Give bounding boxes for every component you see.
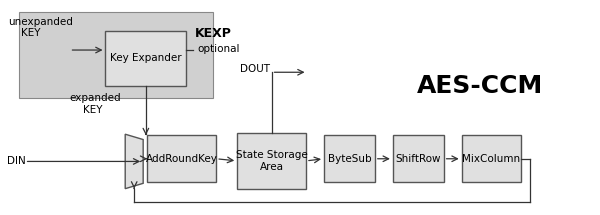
- Polygon shape: [125, 134, 143, 189]
- Text: unexpanded
    KEY: unexpanded KEY: [8, 17, 73, 38]
- FancyBboxPatch shape: [106, 31, 186, 86]
- Text: DIN: DIN: [7, 156, 25, 166]
- FancyBboxPatch shape: [324, 135, 375, 182]
- FancyBboxPatch shape: [461, 135, 521, 182]
- Text: KEXP: KEXP: [195, 27, 232, 40]
- FancyBboxPatch shape: [19, 12, 213, 98]
- FancyBboxPatch shape: [237, 133, 306, 189]
- Text: optional: optional: [197, 44, 239, 54]
- Text: AddRoundKey: AddRoundKey: [146, 154, 218, 164]
- FancyBboxPatch shape: [393, 135, 443, 182]
- Text: AES-CCM: AES-CCM: [416, 74, 543, 98]
- Text: MixColumn: MixColumn: [463, 154, 521, 164]
- Text: expanded
    KEY: expanded KEY: [70, 94, 121, 115]
- Text: ByteSub: ByteSub: [328, 154, 371, 164]
- FancyBboxPatch shape: [148, 135, 216, 182]
- Text: State Storage
Area: State Storage Area: [236, 150, 307, 172]
- Text: ShiftRow: ShiftRow: [395, 154, 441, 164]
- Text: DOUT: DOUT: [240, 64, 270, 74]
- Text: Key Expander: Key Expander: [110, 53, 182, 63]
